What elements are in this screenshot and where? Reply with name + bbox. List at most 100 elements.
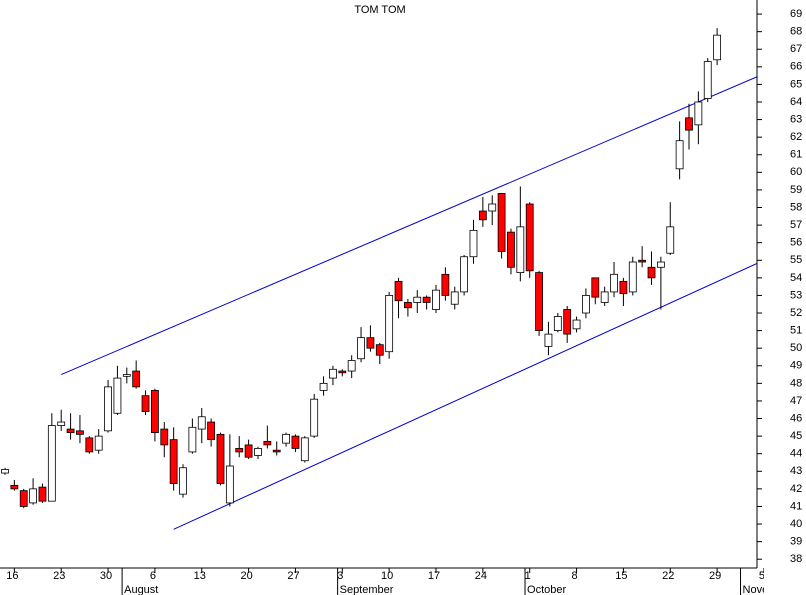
y-tick-label: 67: [790, 43, 802, 55]
y-tick-label: 42: [790, 483, 802, 495]
candle-body: [291, 435, 300, 449]
candle-body: [497, 193, 506, 252]
y-tick-label: 68: [790, 26, 802, 38]
candle-body: [310, 398, 319, 437]
candle-body: [394, 280, 403, 302]
candle-body: [441, 273, 450, 296]
candle-body: [10, 484, 19, 490]
x-tick-label: 16: [6, 570, 18, 582]
candle-body: [244, 444, 253, 458]
y-tick-label: 49: [790, 360, 802, 372]
x-tick-label: 13: [194, 570, 206, 582]
candle-body: [591, 277, 600, 298]
candle-body: [329, 368, 337, 379]
candle-body: [432, 289, 440, 310]
y-tick-label: 47: [790, 395, 802, 407]
y-tick-label: 46: [790, 412, 802, 424]
candle-body: [488, 203, 497, 212]
candle-body: [675, 140, 684, 170]
candle-body: [338, 370, 347, 374]
y-tick-label: 52: [790, 307, 802, 319]
candle-body: [535, 272, 543, 332]
y-tick-label: 48: [790, 377, 802, 389]
candle-body: [647, 266, 656, 279]
candle-body: [300, 437, 309, 462]
candle-body: [216, 433, 225, 484]
y-tick-label: 58: [790, 201, 802, 213]
candle-body: [47, 425, 56, 502]
candle-body: [57, 421, 66, 426]
candle-body: [694, 101, 703, 126]
x-tick-label: 1: [525, 570, 531, 582]
candle-body: [85, 437, 94, 453]
candle-body: [582, 295, 590, 314]
candle-body: [1, 469, 9, 474]
y-tick-label: 59: [790, 184, 802, 196]
y-tick-label: 61: [790, 149, 802, 161]
y-tick-label: 40: [790, 518, 802, 530]
candle-body: [469, 229, 478, 258]
candle-body: [235, 448, 244, 453]
candle-body: [188, 426, 197, 453]
candle-body: [160, 428, 169, 446]
x-tick-label: 17: [428, 570, 440, 582]
y-tick-label: 51: [790, 325, 802, 337]
candle-body: [385, 295, 394, 353]
candle-body: [254, 448, 262, 456]
x-tick-label: 3: [337, 570, 343, 582]
candle-body: [638, 259, 647, 263]
candle-body: [104, 386, 112, 432]
x-tick-label: 5: [759, 570, 765, 582]
y-tick-label: 65: [790, 78, 802, 90]
month-label: October: [527, 584, 566, 595]
x-tick-label: 15: [615, 570, 627, 582]
candle-body: [38, 486, 47, 502]
candle-body: [544, 333, 553, 347]
y-tick-label: 53: [790, 289, 802, 301]
month-label: August: [124, 584, 158, 595]
y-tick-label: 44: [790, 448, 802, 460]
candle-body: [357, 337, 365, 360]
y-tick-label: 66: [790, 61, 802, 73]
x-tick-label: 22: [662, 570, 674, 582]
channel-line: [61, 76, 757, 376]
chart-title: TOM TOM: [354, 4, 405, 16]
y-tick-label: 55: [790, 254, 802, 266]
candle-body: [347, 360, 356, 372]
y-tick-label: 56: [790, 237, 802, 249]
x-axis-labels: 16 23 30 August 6 13 20 27 3 September 10 17 24 1 Octo…: [6, 568, 794, 595]
candle-body: [656, 261, 665, 268]
candle-body: [366, 337, 375, 349]
candle-body: [610, 273, 618, 293]
x-tick-label: 10: [381, 570, 393, 582]
y-tick-label: 50: [790, 342, 802, 354]
candle-body: [179, 467, 187, 495]
candle-body: [66, 428, 75, 433]
candle-body: [132, 370, 141, 388]
y-tick-label: 57: [790, 219, 802, 231]
y-tick-label: 69: [790, 8, 802, 20]
plot-area: [1, 28, 757, 530]
y-tick-label: 38: [790, 553, 802, 565]
y-tick-label: 62: [790, 131, 802, 143]
x-tick-label: 8: [571, 570, 577, 582]
x-tick-label: 27: [287, 570, 299, 582]
candle-body: [422, 296, 431, 303]
month-label: September: [340, 584, 394, 595]
y-tick-label: 64: [790, 96, 802, 108]
candle-body: [460, 256, 469, 293]
month-label: November: [743, 584, 794, 595]
candle-body: [197, 416, 206, 430]
candle-body: [169, 439, 178, 484]
candle-body: [225, 465, 234, 504]
y-tick-label: 60: [790, 166, 802, 178]
x-tick-label: 30: [100, 570, 112, 582]
candle-body: [413, 296, 422, 303]
candle-body: [619, 280, 628, 295]
x-tick-label: 29: [709, 570, 721, 582]
candle-body: [375, 344, 384, 356]
y-tick-label: 43: [790, 465, 802, 477]
candle-body: [516, 226, 525, 273]
y-tick-label: 45: [790, 430, 802, 442]
